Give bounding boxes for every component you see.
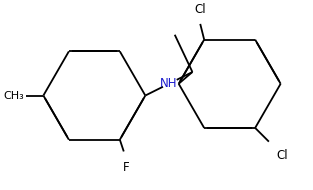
Text: Cl: Cl bbox=[194, 3, 206, 16]
Text: F: F bbox=[122, 161, 129, 174]
Text: NH: NH bbox=[160, 77, 177, 90]
Text: CH₃: CH₃ bbox=[3, 90, 24, 101]
Text: Cl: Cl bbox=[277, 150, 288, 162]
